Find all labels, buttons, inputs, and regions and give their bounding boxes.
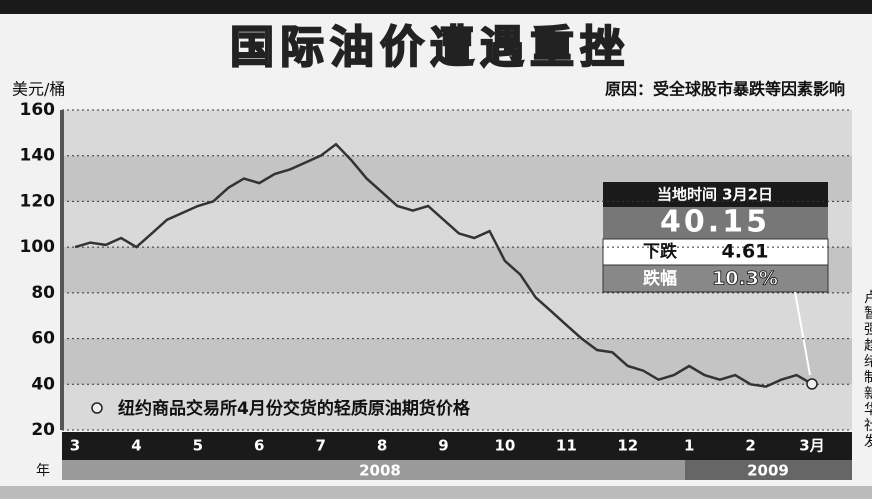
annot-pct: 10.3% bbox=[712, 268, 778, 290]
side-text: 社 bbox=[864, 418, 872, 434]
x-axis-bar bbox=[62, 432, 852, 460]
chart: 国际油价遭遇重挫 美元/桶 原因：受全球股市暴跌等因素影响 当地时间 3月2日 … bbox=[0, 0, 872, 499]
annot-price: 40.15 bbox=[660, 205, 770, 240]
bottom-shade bbox=[0, 486, 872, 499]
x-tick-label: 8 bbox=[377, 437, 387, 455]
annot-date: 当地时间 3月2日 bbox=[657, 186, 773, 204]
annot-drop: 4.61 bbox=[722, 241, 769, 263]
year-text: 2008 bbox=[359, 462, 401, 480]
annot-pct-label: 跌幅 bbox=[643, 268, 677, 289]
x-tick-label: 11 bbox=[556, 437, 577, 455]
year-label: 年 bbox=[36, 463, 50, 479]
x-tick-label: 6 bbox=[254, 437, 264, 455]
y-tick-label: 20 bbox=[31, 420, 55, 440]
y-tick-label: 100 bbox=[20, 237, 56, 257]
x-tick-label: 12 bbox=[617, 437, 638, 455]
y-unit: 美元/桶 bbox=[12, 80, 65, 99]
x-tick-label: 4 bbox=[131, 437, 141, 455]
x-tick-label: 3月 bbox=[799, 437, 824, 455]
subtitle: 原因：受全球股市暴跌等因素影响 bbox=[605, 80, 845, 99]
x-tick-label: 10 bbox=[494, 437, 515, 455]
y-tick-label: 40 bbox=[31, 374, 55, 394]
side-text: 华 bbox=[864, 402, 872, 418]
x-tick-label: 7 bbox=[315, 437, 325, 455]
legend-marker bbox=[92, 403, 102, 413]
side-text: 新 bbox=[864, 386, 872, 402]
x-tick-label: 5 bbox=[193, 437, 203, 455]
chart-title: 国际油价遭遇重挫 bbox=[230, 22, 630, 73]
annot-drop-label: 下跌 bbox=[643, 242, 678, 262]
x-tick-label: 1 bbox=[684, 437, 694, 455]
top-bar bbox=[0, 0, 872, 14]
year-text: 2009 bbox=[747, 462, 789, 480]
side-text: 绪 bbox=[864, 354, 872, 370]
y-tick-label: 60 bbox=[31, 329, 55, 349]
legend-text: 纽约商品交易所4月份交货的轻质原油期货价格 bbox=[118, 398, 471, 419]
x-tick-label: 9 bbox=[438, 437, 448, 455]
side-text: 暂 bbox=[864, 306, 872, 322]
side-text: 趋 bbox=[864, 338, 872, 354]
x-tick-label: 3 bbox=[70, 437, 80, 455]
y-tick-label: 160 bbox=[20, 100, 56, 120]
y-tick-label: 120 bbox=[20, 191, 56, 211]
x-tick-label: 2 bbox=[745, 437, 755, 455]
side-text: 卢 bbox=[864, 290, 872, 306]
annot-drop-bg bbox=[603, 239, 828, 265]
side-text: 发 bbox=[864, 434, 872, 450]
band bbox=[62, 339, 852, 385]
end-point bbox=[807, 379, 817, 389]
y-tick-label: 140 bbox=[20, 146, 56, 166]
y-tick-label: 80 bbox=[31, 283, 55, 303]
side-text: 制 bbox=[864, 370, 872, 386]
side-text: 强 bbox=[864, 322, 872, 338]
